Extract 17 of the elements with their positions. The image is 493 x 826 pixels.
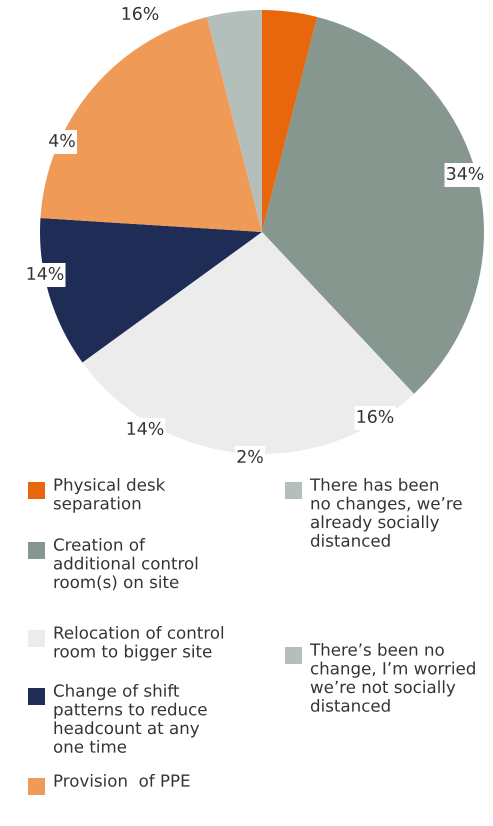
text: 2% <box>238 450 263 464</box>
text: 34% <box>447 166 484 180</box>
legend-label: Provision of PPE <box>54 774 190 787</box>
legend-label: There has been no changes, we’re already socially distanced <box>310 478 462 547</box>
pie-slice <box>206 10 262 232</box>
text: 14% <box>28 266 64 280</box>
text: 14% <box>128 422 164 436</box>
legend-label: Physical desk separation <box>54 478 166 513</box>
pie-slice <box>262 16 484 394</box>
text: 16% <box>358 410 394 424</box>
text: 16% <box>122 6 158 20</box>
legend-label: Creation of additional control room(s) on site <box>54 538 198 590</box>
legend-label: There’s been no change, I’m worried we’re not socially distanced <box>310 643 475 712</box>
pie-slice <box>262 10 318 232</box>
text: 4% <box>49 134 75 148</box>
legend-label: Change of shift patterns to reduce headcount at any one time <box>54 684 207 753</box>
legend-label: Relocation of control room to bigger site <box>54 626 224 661</box>
